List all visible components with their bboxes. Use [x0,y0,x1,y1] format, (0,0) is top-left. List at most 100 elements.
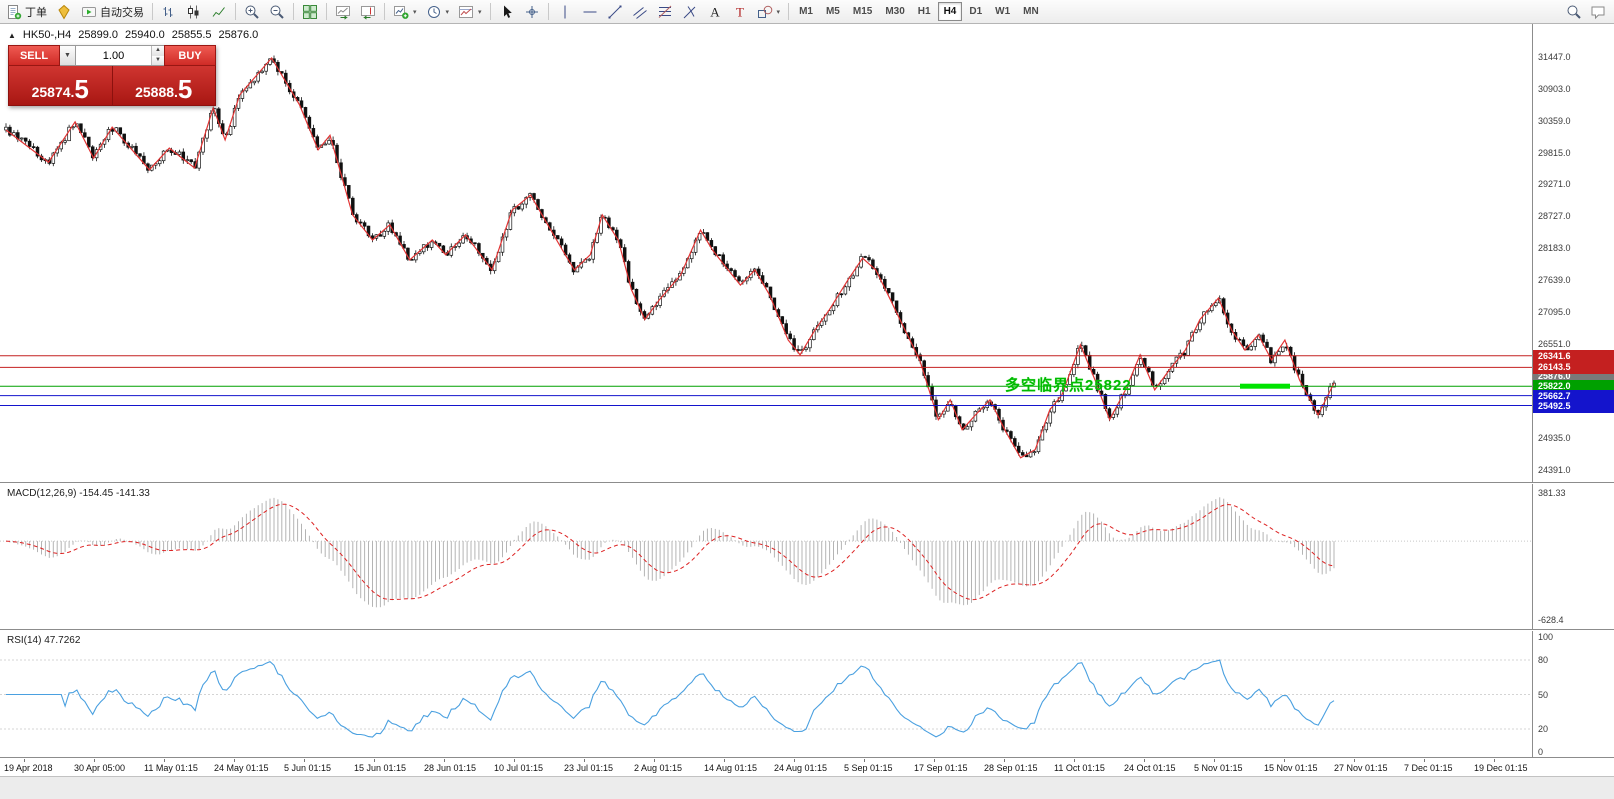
cursor-button[interactable] [495,1,519,22]
volume-stepper[interactable]: ▲ ▼ [151,46,164,65]
macd-canvas[interactable] [0,484,1532,630]
horizontal-line-icon [582,4,598,20]
search-button[interactable] [1562,1,1586,22]
shapes-button[interactable]: ▾ [753,1,785,22]
ask-price-big: 5 [177,73,193,104]
chat-icon [1590,4,1606,20]
gold-diamond-icon [56,4,72,20]
chart-shift-button[interactable] [356,1,380,22]
macd-axis[interactable]: 381.33 -628.4 [1532,484,1614,629]
time-axis-label: 23 Jul 01:15 [564,763,614,773]
zoom-out-icon [269,4,285,20]
zoom-in-button[interactable] [240,1,264,22]
toolbar-separator [326,3,327,20]
auto-scroll-button[interactable] [331,1,355,22]
price-axis-label: 27095.0 [1538,307,1571,317]
periods-button[interactable]: ▾ [422,1,454,22]
price-axis-label: 27639.0 [1538,275,1571,285]
text-button[interactable]: A [703,1,727,22]
time-axis-tick [374,759,375,762]
chat-button[interactable] [1586,1,1610,22]
crosshair-button[interactable] [520,1,544,22]
timeframe-m30-button[interactable]: M30 [879,2,910,21]
favorites-button[interactable] [52,1,76,22]
volume-down-icon[interactable]: ▼ [152,55,164,65]
time-axis-label: 5 Nov 01:15 [1194,763,1243,773]
svg-text:A: A [710,4,720,19]
time-axis-tick [934,759,935,762]
low-value: 25855.5 [171,29,212,41]
price-axis-label: 26551.0 [1538,339,1571,349]
templates-button[interactable]: ▾ [454,1,486,22]
price-axis-label: 30359.0 [1538,116,1571,126]
price-chart-canvas[interactable] [0,24,1532,483]
high-value: 25940.0 [124,29,165,41]
candlestick-button[interactable] [182,1,206,22]
time-axis[interactable]: 19 Apr 2018 30 Apr 05:00 11 May 01:15 24 Ma… [0,759,1614,776]
toolbar: 丁单 自动交易 ▾ ▾ ▾ A T ▾ M1 M5 M15 M30 H1 H4 D1 W1 MN [0,0,1614,24]
add-indicator-button[interactable]: ▾ [389,1,421,22]
label-button[interactable]: T [728,1,752,22]
zoom-out-button[interactable] [265,1,289,22]
rsi-axis-label: 0 [1538,747,1544,757]
autotrade-button[interactable]: 自动交易 [77,1,148,22]
level-price-tag: 26341.6 [1533,350,1614,363]
symbol-label: HK50-,H4 [22,29,72,41]
bid-price[interactable]: 25874. 5 [9,66,113,105]
fibonacci-button[interactable] [653,1,677,22]
search-icon [1566,4,1582,20]
level-price-tag: 25822.0 [1533,380,1614,393]
candlestick-icon [186,4,202,20]
timeframe-m15-button[interactable]: M15 [847,2,878,21]
price-axis-label: 24935.0 [1538,433,1571,443]
horizontal-line-button[interactable] [578,1,602,22]
close-value: 25876.0 [218,29,259,41]
time-axis-tick [234,759,235,762]
orders-button[interactable]: 丁单 [2,1,51,22]
channel-button[interactable] [628,1,652,22]
orders-label: 丁单 [25,6,47,19]
time-axis-tick [164,759,165,762]
price-axis[interactable]: 31447.0 30903.0 30359.0 29815.0 29271.0 28727… [1532,24,1614,482]
timeframe-mn-button[interactable]: MN [1017,2,1045,21]
trendline-button[interactable] [603,1,627,22]
label-icon: T [732,4,748,20]
time-axis-label: 11 Oct 01:15 [1054,763,1105,773]
time-axis-tick [444,759,445,762]
buy-button[interactable]: BUY [164,45,216,66]
pitchfork-button[interactable] [678,1,702,22]
volume-dropdown-button[interactable]: ▼ [60,45,76,66]
time-axis-tick [1214,759,1215,762]
level-price-tag: 25662.7 [1533,390,1614,403]
rsi-axis-label: 80 [1538,655,1549,665]
pitchfork-icon [682,4,698,20]
line-chart-icon [211,4,227,20]
timeframe-w1-button[interactable]: W1 [989,2,1016,21]
open-value: 25899.0 [78,29,118,41]
volume-up-icon[interactable]: ▲ [152,46,164,56]
rsi-axis[interactable]: 100 80 50 20 0 [1532,631,1614,757]
timeframe-m1-button[interactable]: M1 [793,2,819,21]
expand-icon[interactable]: ▲ [8,30,16,40]
tile-windows-button[interactable] [298,1,322,22]
svg-text:T: T [736,4,744,19]
ask-price[interactable]: 25888. 5 [113,66,216,105]
time-axis-label: 19 Dec 01:15 [1474,763,1528,773]
timeframe-h4-button[interactable]: H4 [937,2,963,21]
timeframe-d1-button[interactable]: D1 [963,2,988,21]
bar-chart-button[interactable] [157,1,181,22]
main-chart-panel: ▲ HK50-,H4 25899.0 25940.0 25855.5 25876… [0,24,1614,483]
timeframe-h1-button[interactable]: H1 [912,2,937,21]
toolbar-separator [152,3,153,20]
line-chart-button[interactable] [207,1,231,22]
macd-axis-max: 381.33 [1538,488,1566,498]
rsi-canvas[interactable] [0,631,1532,758]
volume-input[interactable] [76,46,151,65]
timeframe-m5-button[interactable]: M5 [820,2,846,21]
time-axis-label: 14 Aug 01:15 [704,763,758,773]
sell-button[interactable]: SELL [8,45,60,66]
time-axis-label: 15 Nov 01:15 [1264,763,1318,773]
vertical-line-button[interactable] [553,1,577,22]
time-axis-tick [1284,759,1285,762]
